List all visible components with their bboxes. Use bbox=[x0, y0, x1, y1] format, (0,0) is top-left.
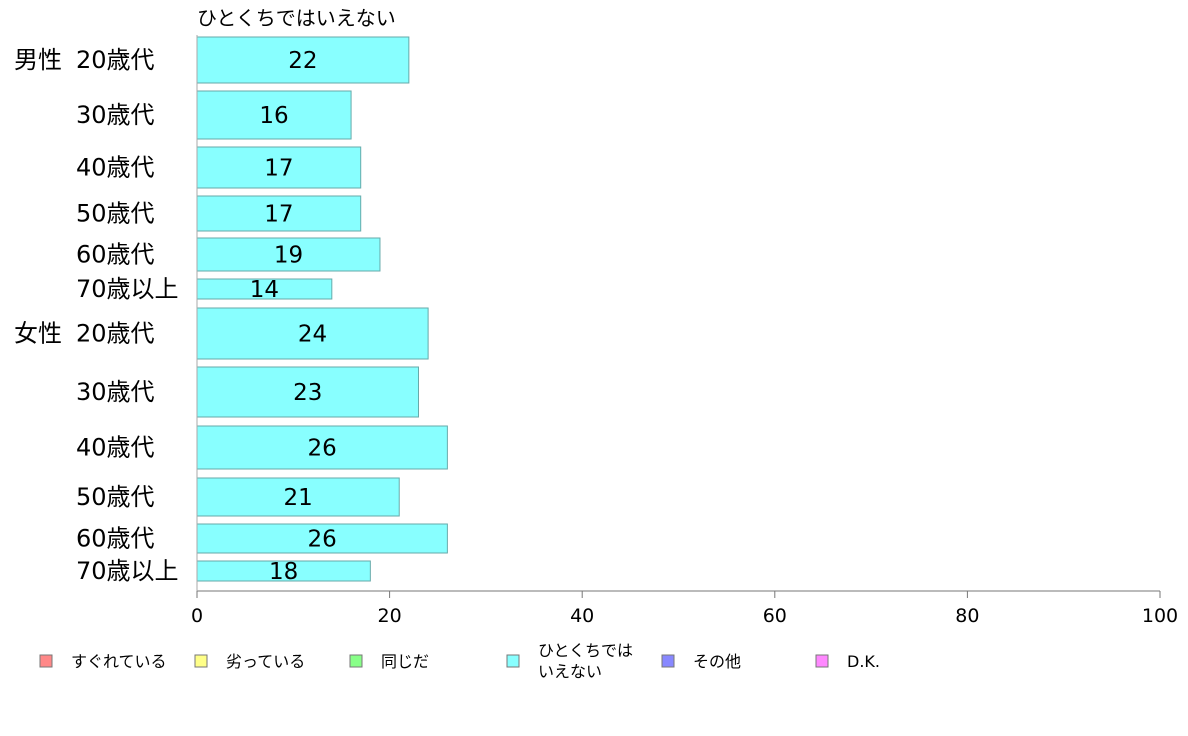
legend-swatch bbox=[194, 654, 208, 668]
category-label: 60歳代 bbox=[76, 525, 155, 553]
category-label: 40歳代 bbox=[76, 154, 155, 182]
x-tick-label: 60 bbox=[763, 605, 787, 627]
bar-value-label: 21 bbox=[283, 485, 312, 511]
bar-value-label: 16 bbox=[259, 103, 288, 129]
legend-swatch bbox=[39, 654, 53, 668]
bar-value-label: 26 bbox=[308, 436, 337, 462]
x-tick-label: 100 bbox=[1142, 605, 1178, 627]
x-tick-label: 40 bbox=[570, 605, 594, 627]
legend-label: 同じだ bbox=[381, 652, 429, 671]
x-tick-label: 80 bbox=[955, 605, 979, 627]
group-label: 女性 bbox=[14, 320, 62, 348]
category-label: 20歳代 bbox=[76, 320, 155, 348]
bar-value-label: 18 bbox=[269, 559, 298, 585]
bar-value-label: 26 bbox=[308, 527, 337, 553]
legend-swatch bbox=[815, 654, 829, 668]
legend-label: すぐれている bbox=[71, 652, 167, 671]
bar bbox=[196, 307, 429, 360]
legend-label: その他 bbox=[693, 652, 741, 671]
x-axis: 0 20 40 60 80 100 bbox=[191, 35, 1178, 627]
category-label: 70歳以上 bbox=[76, 557, 179, 585]
x-tick-label: 0 bbox=[191, 605, 203, 627]
x-tick-label: 20 bbox=[378, 605, 402, 627]
category-label: 60歳代 bbox=[76, 241, 155, 269]
bar bbox=[196, 146, 362, 189]
legend-label: D.K. bbox=[847, 652, 880, 671]
category-label: 30歳代 bbox=[76, 378, 155, 406]
legend-swatch bbox=[506, 654, 520, 668]
legend-swatch bbox=[661, 654, 675, 668]
category-label: 70歳以上 bbox=[76, 275, 179, 303]
category-label: 50歳代 bbox=[76, 483, 155, 511]
bar-value-label: 19 bbox=[274, 243, 303, 269]
series-title: ひとくちではいえない bbox=[197, 6, 396, 30]
legend-swatch bbox=[349, 654, 363, 668]
group-label: 男性 bbox=[14, 46, 62, 74]
bar-value-label: 17 bbox=[264, 202, 293, 228]
bar bbox=[196, 90, 352, 140]
legend: すぐれている 劣っている 同じだ ひとくちではいえない その他 D.K. bbox=[39, 641, 880, 681]
bars-group: 22 16 17 17 19 14 24 23 26 21 26 18 bbox=[196, 36, 448, 585]
bar-value-label: 22 bbox=[288, 48, 317, 74]
category-label: 50歳代 bbox=[76, 200, 155, 228]
bar bbox=[196, 36, 410, 84]
bar-value-label: 24 bbox=[298, 322, 327, 348]
legend-label: ひとくちではいえない bbox=[538, 641, 633, 681]
bar bbox=[196, 366, 419, 418]
bar-value-label: 17 bbox=[264, 156, 293, 182]
category-labels: 20歳代男性30歳代40歳代50歳代60歳代70歳以上20歳代女性30歳代40歳… bbox=[14, 46, 179, 585]
bar-value-label: 14 bbox=[250, 277, 279, 303]
category-label: 20歳代 bbox=[76, 46, 155, 74]
legend-label: 劣っている bbox=[226, 652, 305, 671]
bar-value-label: 23 bbox=[293, 380, 322, 406]
bar bbox=[196, 195, 362, 232]
bar bbox=[196, 237, 381, 272]
category-label: 40歳代 bbox=[76, 434, 155, 462]
category-label: 30歳代 bbox=[76, 101, 155, 129]
